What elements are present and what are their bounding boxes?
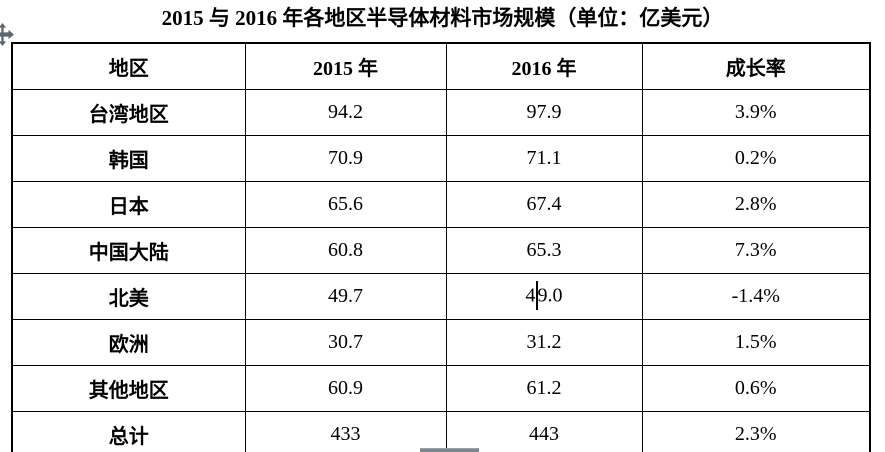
table-row: 日本 65.6 67.4 2.8%	[11, 181, 871, 228]
table-cell-growth[interactable]: 3.9%	[641, 89, 871, 136]
table-cell-region[interactable]: 韩国	[11, 135, 246, 182]
table-cell-y2016[interactable]: 31.2	[445, 319, 643, 366]
table-cell-region[interactable]: 中国大陆	[11, 227, 246, 274]
header-cell-2016[interactable]: 2016 年	[445, 42, 643, 90]
table-cell-region[interactable]: 总计	[11, 411, 246, 452]
table-cell-growth[interactable]: 2.8%	[641, 181, 871, 228]
table-cell-y2016[interactable]: 443	[445, 411, 643, 452]
text-cursor	[535, 280, 538, 310]
table-row: 总计 433 443 2.3%	[11, 411, 871, 452]
table-cell-y2016[interactable]: 65.3	[445, 227, 643, 274]
table-cell-growth[interactable]: 0.6%	[641, 365, 871, 412]
table-cell-y2016[interactable]: 4 9.0	[445, 273, 643, 320]
table-cell-y2015[interactable]: 70.9	[244, 135, 447, 182]
table-cell-growth[interactable]: 7.3%	[641, 227, 871, 274]
table-cell-y2015[interactable]: 60.8	[244, 227, 447, 274]
move-arrows-icon	[0, 23, 14, 46]
table-cell-y2015[interactable]: 65.6	[244, 181, 447, 228]
table-cell-growth[interactable]: 0.2%	[641, 135, 871, 182]
table-cell-region[interactable]: 台湾地区	[11, 89, 246, 136]
data-table: 地区 2015 年 2016 年 成长率 台湾地区 94.2 97.9 3.9% 韩国 7…	[11, 42, 871, 452]
table-cell-region[interactable]: 其他地区	[11, 365, 246, 412]
table-cell-y2015[interactable]: 433	[244, 411, 447, 452]
table-cell-y2015[interactable]: 49.7	[244, 273, 447, 320]
table-header-row: 地区 2015 年 2016 年 成长率	[11, 42, 871, 90]
header-cell-region[interactable]: 地区	[11, 42, 246, 90]
table-cell-y2016[interactable]: 97.9	[445, 89, 643, 136]
table-row: 北美 49.7 4 9.0 -1.4%	[11, 273, 871, 320]
table-cell-y2016[interactable]: 67.4	[445, 181, 643, 228]
table-cell-region[interactable]: 日本	[11, 181, 246, 228]
table-cell-y2016[interactable]: 61.2	[445, 365, 643, 412]
table-title: 2015 与 2016 年各地区半导体材料市场规模（单位：亿美元）	[161, 6, 724, 30]
horizontal-scrollbar-thumb[interactable]	[420, 448, 479, 452]
table-cell-y2015[interactable]: 60.9	[244, 365, 447, 412]
table-cell-growth[interactable]: 2.3%	[641, 411, 871, 452]
table-cell-region[interactable]: 北美	[11, 273, 246, 320]
table-row: 中国大陆 60.8 65.3 7.3%	[11, 227, 871, 274]
table-cell-growth[interactable]: 1.5%	[641, 319, 871, 366]
table-move-handle-icon[interactable]	[0, 23, 14, 46]
header-cell-growth[interactable]: 成长率	[641, 42, 871, 90]
table-cell-growth[interactable]: -1.4%	[641, 273, 871, 320]
table-row: 其他地区 60.9 61.2 0.6%	[11, 365, 871, 412]
table-cell-y2015[interactable]: 94.2	[244, 89, 447, 136]
table-row: 台湾地区 94.2 97.9 3.9%	[11, 89, 871, 136]
table-cell-y2015[interactable]: 30.7	[244, 319, 447, 366]
table-row: 欧洲 30.7 31.2 1.5%	[11, 319, 871, 366]
table-cell-y2016[interactable]: 71.1	[445, 135, 643, 182]
header-cell-2015[interactable]: 2015 年	[244, 42, 447, 90]
table-cell-region[interactable]: 欧洲	[11, 319, 246, 366]
table-row: 韩国 70.9 71.1 0.2%	[11, 135, 871, 182]
